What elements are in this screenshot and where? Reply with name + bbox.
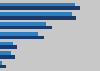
- Bar: [0, 55, 15, 59]
- Bar: [0, 3, 75, 6]
- Bar: [0, 26, 52, 29]
- Bar: [0, 51, 11, 55]
- Bar: [0, 42, 13, 45]
- Bar: [0, 45, 17, 49]
- Bar: [0, 16, 76, 20]
- Bar: [0, 32, 38, 36]
- Bar: [0, 61, 2, 65]
- Bar: [0, 6, 80, 10]
- Bar: [0, 36, 44, 39]
- Bar: [0, 12, 72, 16]
- Bar: [0, 22, 46, 26]
- Bar: [0, 65, 6, 68]
